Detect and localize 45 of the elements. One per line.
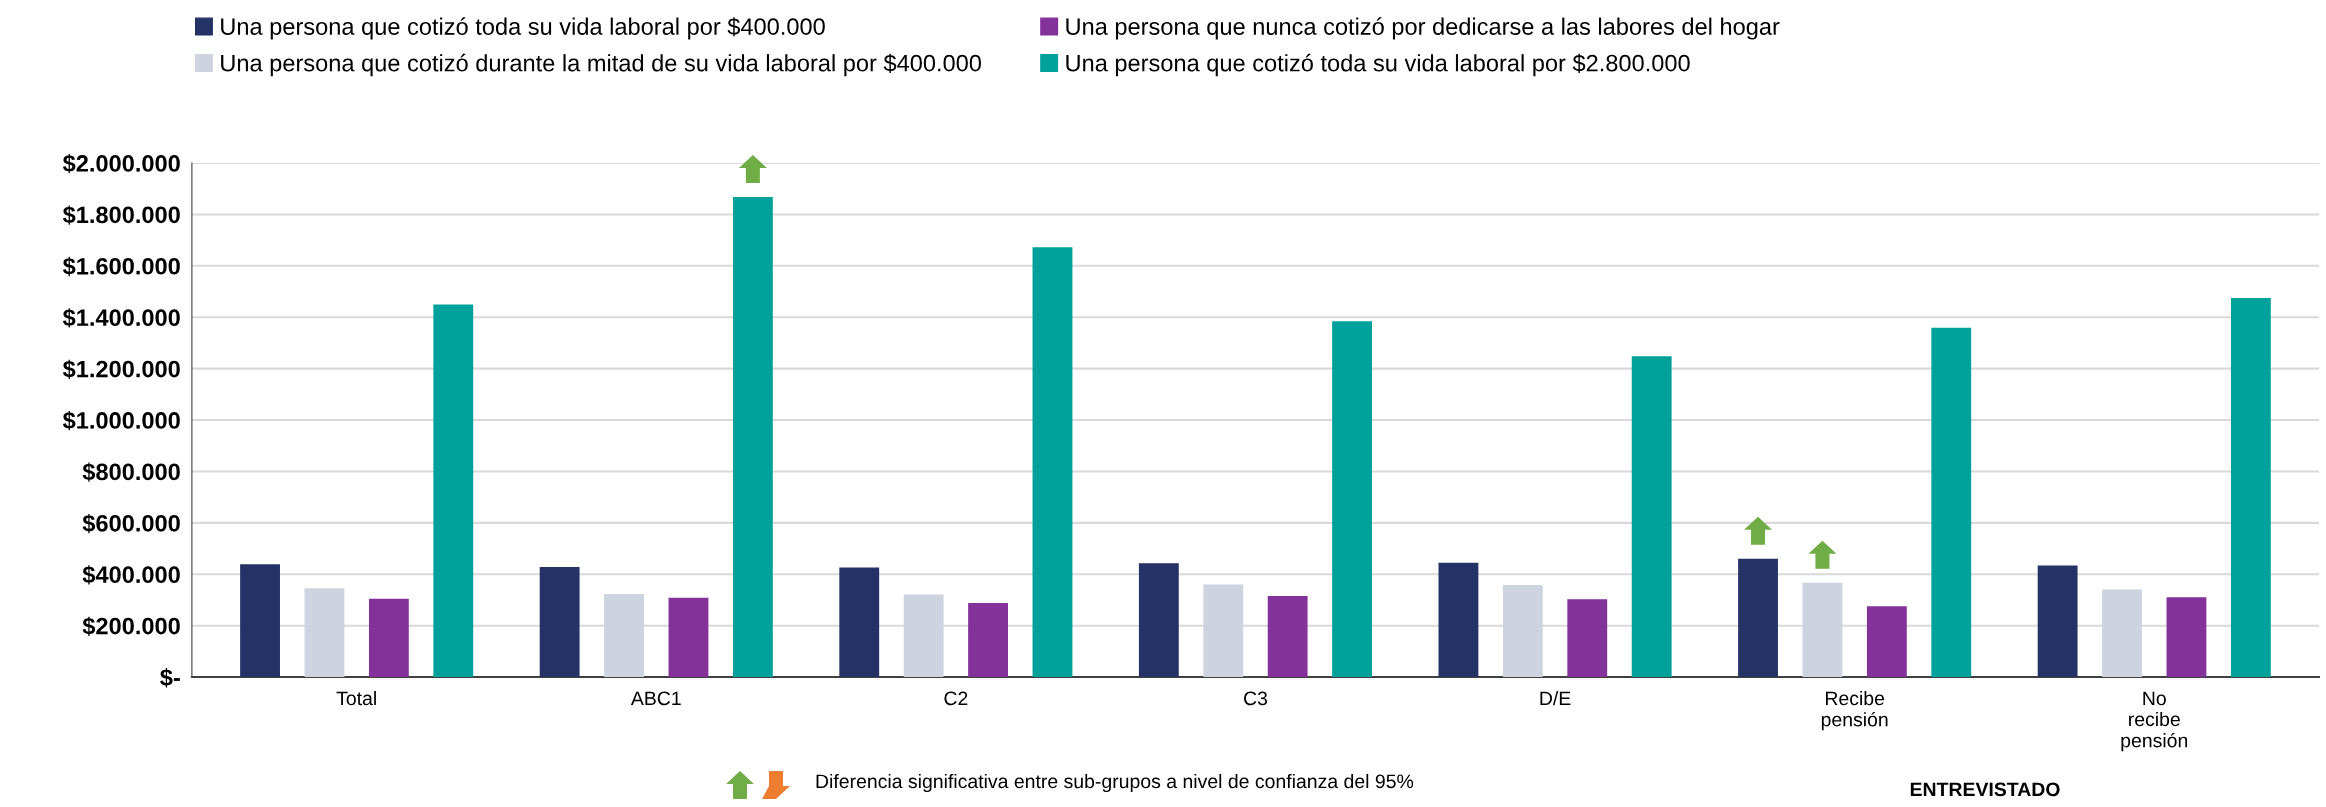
bar bbox=[2230, 297, 2271, 678]
y-tick-label: $1.000.000 bbox=[62, 411, 180, 431]
y-tick-label: $400.000 bbox=[82, 565, 180, 585]
legend-label: Una persona que cotizó durante la mitad de su vida laboral por $400.000 bbox=[221, 53, 982, 77]
x-tick-label: Recibe pensión bbox=[1821, 690, 1888, 731]
bar bbox=[1332, 321, 1372, 678]
bar bbox=[240, 564, 280, 678]
bar bbox=[1567, 599, 1608, 678]
x-tick-label: C2 bbox=[944, 691, 968, 706]
text: ENTREVISTADO bbox=[1910, 782, 2060, 797]
y-tick-label: $1.200.000 bbox=[62, 359, 180, 379]
legend-label: Una persona que cotizó toda su vida laboral por $400.000 bbox=[221, 17, 825, 40]
bar bbox=[839, 567, 880, 678]
y-tick-label: $1.600.000 bbox=[62, 256, 180, 277]
x-tick-label: Total bbox=[336, 690, 376, 706]
y-tick-label: $2.000.000 bbox=[62, 154, 180, 174]
y-tick-label: $- bbox=[160, 668, 180, 688]
y-tick-label: $1.800.000 bbox=[62, 205, 180, 225]
bar bbox=[1931, 327, 1972, 678]
bar bbox=[539, 567, 580, 678]
y-tick-label: $1.400.000 bbox=[62, 308, 180, 328]
y-tick-label: $200.000 bbox=[82, 616, 180, 636]
bar bbox=[1267, 596, 1308, 678]
bar bbox=[2166, 597, 2207, 678]
x-tick-label: No recibe pensión bbox=[2121, 691, 2188, 752]
bar bbox=[1631, 356, 1672, 678]
bar bbox=[732, 196, 773, 678]
bar bbox=[1866, 606, 1907, 678]
x-tick-label: C3 bbox=[1244, 691, 1268, 706]
bar bbox=[1738, 558, 1778, 678]
text: Diferencia significativa entre sub-grupos a nivel de confianza del 95% bbox=[816, 773, 1414, 793]
legend-label: Una persona que cotizó toda su vida laboral por $2.800.000 bbox=[1066, 53, 1690, 77]
y-tick-label: $800.000 bbox=[82, 462, 180, 482]
bar bbox=[1032, 247, 1073, 678]
bar bbox=[968, 603, 1008, 678]
bar bbox=[368, 598, 409, 678]
x-tick-label: ABC1 bbox=[630, 691, 681, 706]
bar bbox=[2037, 565, 2078, 678]
legend-label: Una persona que nunca cotizó por dedicarse a las labores del hogar bbox=[1066, 17, 1780, 40]
x-tick-label: D/E bbox=[1540, 690, 1571, 706]
bar bbox=[1138, 563, 1179, 678]
bar bbox=[1438, 562, 1479, 678]
bar bbox=[668, 597, 709, 678]
bar bbox=[433, 304, 474, 678]
y-tick-label: $600.000 bbox=[82, 513, 180, 534]
